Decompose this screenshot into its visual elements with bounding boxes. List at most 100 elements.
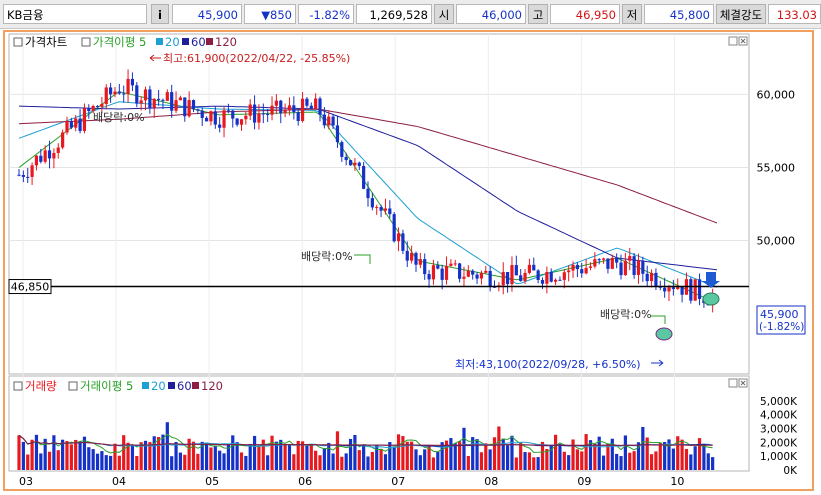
candle-body [462,276,466,279]
x-tick-label: 03 [19,475,33,488]
candle-body [191,100,196,110]
volume-bar [78,441,82,470]
candle-body [314,98,318,109]
volume-bar [95,453,100,470]
candle-body [453,263,457,265]
candle-body [248,104,252,116]
volume-bar [523,452,527,470]
candle-body [300,98,305,121]
dividend-annotation: 배당락:0% [301,250,353,263]
candle-body [226,110,230,112]
volume-bar [117,455,121,470]
volume-bar [636,442,641,470]
stock-name-field[interactable]: KB금융 [3,4,147,24]
candle-body [122,93,126,95]
volume-bar [161,434,165,470]
stock-chart[interactable]: 46,850 가격차트 가격이평 5 20 60 120 거래량 거래이평 5 … [5,32,812,489]
info-button[interactable]: i [151,4,169,24]
candle-body [501,272,505,286]
volume-bar [527,452,532,470]
candle-body [213,111,217,125]
volume-legend: 거래량 거래이평 5 20 60 120 [13,379,223,393]
candle-body [370,198,374,208]
candle-body [414,252,418,265]
volume-bar [684,448,689,470]
candle-body [423,259,427,275]
volume-bar [488,449,492,470]
checkbox-icon[interactable] [81,37,91,47]
x-axis: 03 04 05 06 07 08 09 10 [19,475,684,488]
volume-bar [34,434,39,470]
candle-body [183,97,187,117]
volume-ma-line [18,434,713,446]
signal-marker-icon [702,292,720,306]
volume-bar [82,436,87,470]
candle-body [139,100,143,104]
y-tick-label: 3,000K [760,424,798,436]
candle-body [322,114,326,126]
checkbox-icon[interactable] [13,37,23,47]
volume-bar [213,445,217,470]
volume-bar [305,445,309,470]
candle-body [466,270,470,277]
candle-body [161,99,165,101]
volume-bar [545,448,549,470]
candle-body [287,105,292,111]
volume-bar [113,443,117,470]
volume-bar [157,437,161,470]
volume-bar [449,438,453,470]
volume-bar [370,451,374,470]
candle-body [383,208,388,211]
candle-body [187,100,191,117]
candle-body [279,100,283,114]
volume-bar [209,447,213,470]
volume-bar [43,438,47,470]
candle-body [231,110,235,119]
volume-bar [676,436,680,470]
x-tick-label: 08 [484,475,498,488]
volume-bar [292,454,296,470]
volume-bar [689,454,693,470]
y-tick-label: 5,000K [760,396,798,408]
y-tick-label: 55,000 [757,161,796,174]
candle-body [17,174,21,176]
candle-body [318,98,322,115]
maximize-icon[interactable] [728,378,738,388]
candle-body [593,259,597,267]
candle-body [671,287,675,290]
volume-bar [21,441,25,470]
volume-bar [623,435,627,470]
candle-body [562,272,566,280]
volume-pane-buttons [728,378,748,388]
volume-bar [165,422,169,470]
volume-bar [122,435,126,470]
candle-body [296,112,300,121]
volume-bar [492,437,497,470]
hline-value: 46,850 [11,281,50,294]
open-label: 시 [434,4,454,24]
candle-body [30,165,34,177]
volume-bar [379,448,383,470]
y-tick-label: 50,000 [757,235,796,248]
checkbox-icon[interactable] [13,381,23,391]
volume-bar [501,438,505,470]
volume-bar [170,456,174,470]
square-icon [206,38,213,45]
volume-bar [244,455,248,470]
checkbox-icon[interactable] [68,381,78,391]
candle-body [601,258,606,260]
volume-bar [91,449,95,470]
candle-body [667,287,671,292]
price-legend: 가격차트 가격이평 5 20 60 120 [13,35,237,49]
candle-body [148,89,152,108]
volume-bar [471,437,475,470]
candle-body [348,160,353,166]
volume-bar [191,441,196,470]
volume-bar [444,440,449,470]
candle-body [61,132,65,148]
volume-bar [252,435,257,470]
maximize-icon[interactable] [728,36,738,46]
volume-bar [475,439,479,470]
candle-body [615,257,619,263]
volume-bar [427,445,431,470]
